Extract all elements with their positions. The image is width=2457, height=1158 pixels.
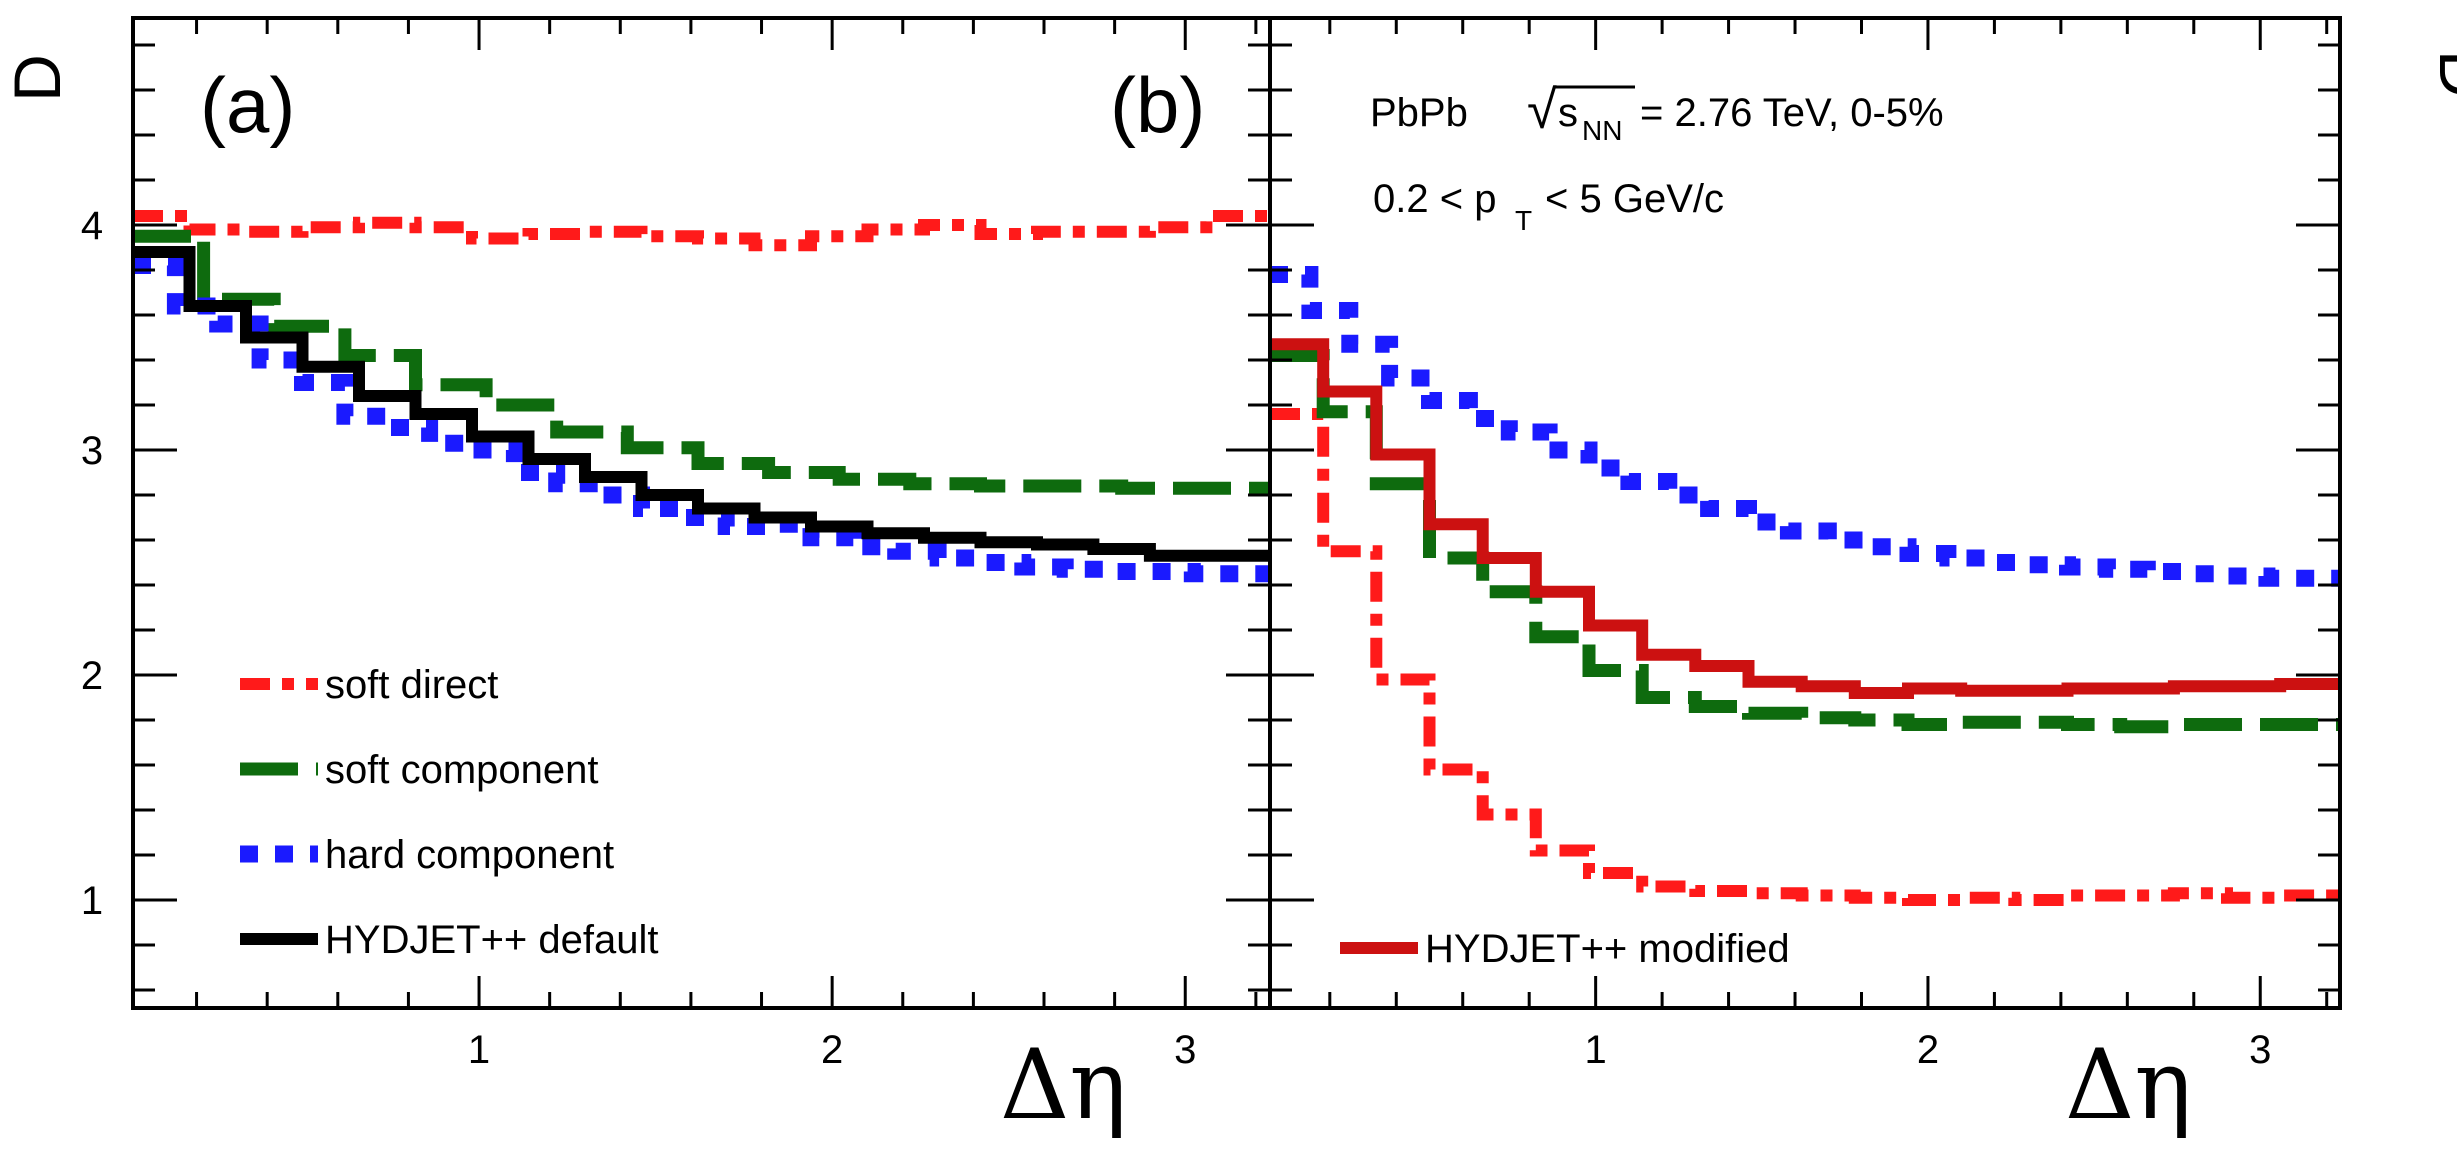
series-hydjet-default-a bbox=[133, 246, 1270, 562]
x-tick-label-a: 1 bbox=[468, 1028, 490, 1072]
x-tick-label-a: 3 bbox=[1174, 1028, 1196, 1072]
series-soft-direct-a bbox=[133, 210, 1270, 252]
annotation-energy-value: = 2.76 TeV, 0-5% bbox=[1640, 91, 1944, 135]
panel-a: 1 2 3 1 2 3 4 (a) D Δη soft direct soft compone… bbox=[0, 16, 1272, 1141]
panel-label-b: (b) bbox=[1110, 61, 1205, 149]
legend-label-hydjet-default-a: HYDJET++ default bbox=[325, 918, 659, 962]
annotation-pt-prefix: 0.2 < p bbox=[1373, 177, 1496, 221]
legend-label-soft-component-a: soft component bbox=[325, 748, 599, 792]
y-axis-label-a: D bbox=[0, 54, 74, 102]
annotation-energy-variable: s bbox=[1558, 91, 1578, 135]
series-soft-component-a bbox=[133, 229, 1270, 495]
legend-b: HYDJET++ modified bbox=[1340, 927, 1790, 971]
x-tick-label-a: 2 bbox=[821, 1028, 843, 1072]
legend-label-soft-direct-a: soft direct bbox=[325, 663, 498, 707]
annotation-pt-suffix: < 5 GeV/c bbox=[1545, 177, 1724, 221]
y-tick-label-a: 3 bbox=[81, 429, 103, 473]
series-hard-component-a bbox=[133, 257, 1270, 583]
plot-frame-b bbox=[1268, 16, 2342, 1010]
series-soft-direct-b bbox=[1270, 408, 2340, 906]
series-group-b bbox=[1270, 266, 2340, 906]
x-tick-label-b: 2 bbox=[1917, 1028, 1939, 1072]
legend-label-hard-component-a: hard component bbox=[325, 833, 614, 877]
series-hydjet-modified-b bbox=[1270, 338, 2340, 699]
series-hard-component-b bbox=[1270, 266, 2340, 587]
x-axis-label-b: Δη bbox=[2065, 1029, 2192, 1141]
y-tick-label-a: 2 bbox=[81, 654, 103, 698]
annotation-sqrt-symbol: √ bbox=[1527, 80, 1557, 140]
panel-b: 123 (b) Δη D corr PbPb √ s NN = 2.76 TeV… bbox=[1110, 16, 2457, 1141]
x-tick-label-b: 3 bbox=[2249, 1028, 2271, 1072]
x-tick-label-b: 1 bbox=[1585, 1028, 1607, 1072]
y-axis-label-b-main: D bbox=[2426, 50, 2457, 98]
legend-a: soft direct soft component hard component H… bbox=[240, 663, 659, 962]
axes-b: 1 2 3 bbox=[1268, 16, 2342, 1072]
series-group-a bbox=[133, 210, 1270, 583]
legend-label-hydjet-modified-b: HYDJET++ modified bbox=[1425, 927, 1790, 971]
series-soft-component-b bbox=[1270, 349, 2340, 734]
panel-label-a: (a) bbox=[200, 61, 295, 149]
y-tick-label-a: 4 bbox=[81, 204, 103, 248]
annotation-system: PbPb bbox=[1370, 91, 1468, 135]
y-tick-label-a: 1 bbox=[81, 879, 103, 923]
x-axis-label-a: Δη bbox=[1000, 1029, 1127, 1141]
annotation-energy-subscript: NN bbox=[1582, 115, 1622, 146]
annotation-pt-range: 0.2 < p T < 5 GeV/c bbox=[1373, 177, 1724, 236]
annotation-pt-subscript: T bbox=[1515, 205, 1532, 236]
annotation-collision: PbPb √ s NN = 2.76 TeV, 0-5% bbox=[1370, 80, 1944, 146]
